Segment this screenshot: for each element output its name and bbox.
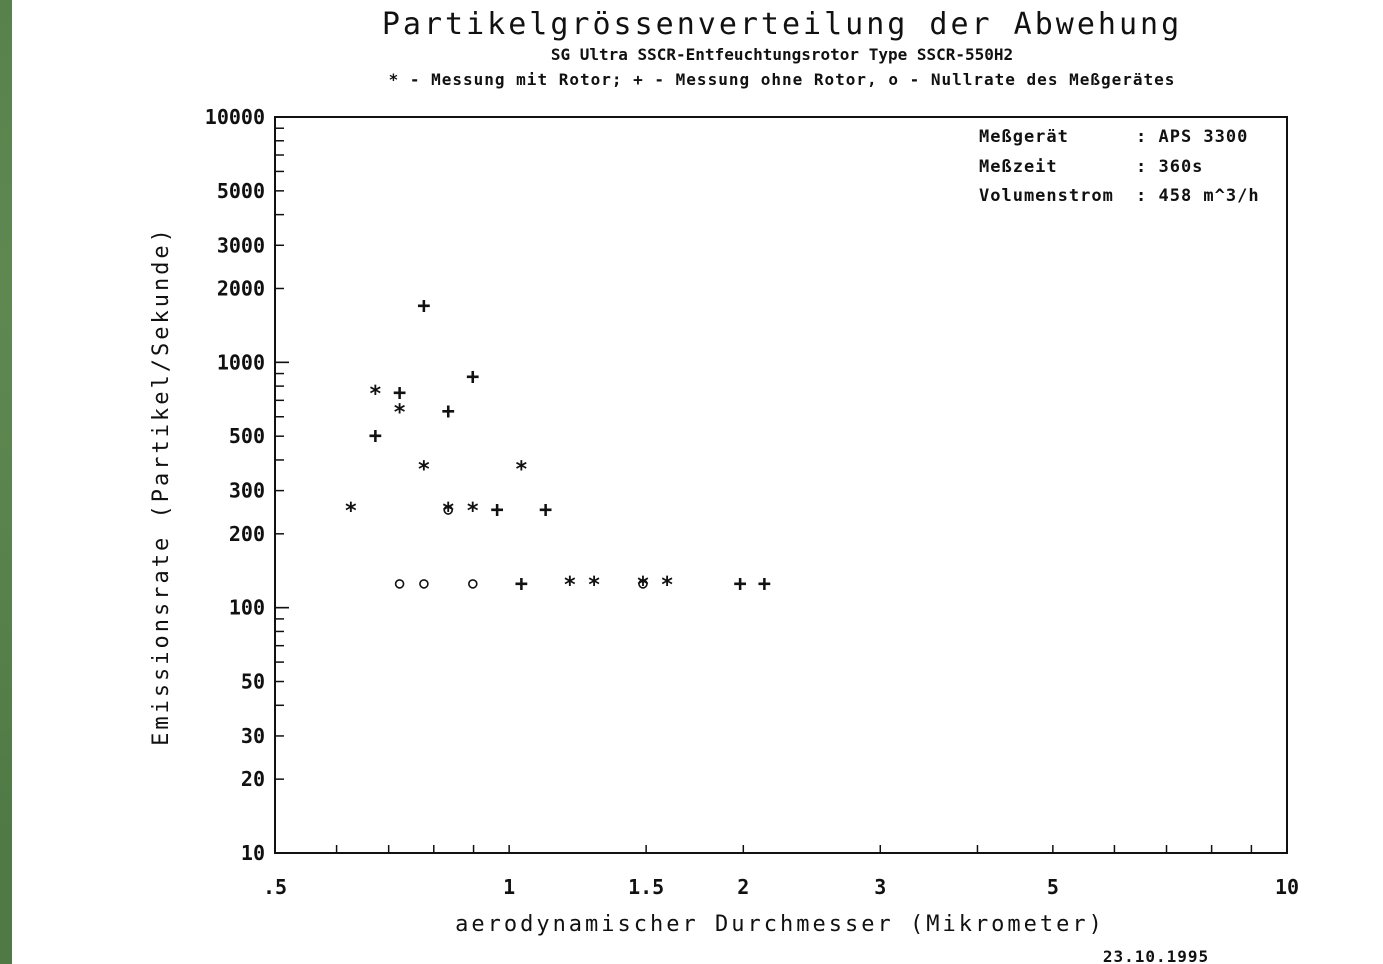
- marker-asterisk: *: [636, 573, 649, 598]
- marker-asterisk: *: [563, 573, 576, 598]
- y-tick-label: 200: [229, 522, 265, 546]
- chart-sheet: Partikelgrössenverteilung der Abwehung S…: [12, 0, 1383, 964]
- x-tick-label: 3: [874, 875, 886, 899]
- chart-legend: * - Messung mit Rotor; + - Messung ohne …: [389, 70, 1176, 89]
- info-value-0: : APS 3300: [1136, 127, 1248, 147]
- marker-asterisk: *: [588, 573, 601, 598]
- y-tick-label: 2000: [217, 276, 265, 300]
- marker-plus: +: [466, 365, 479, 390]
- x-tick-label: 2: [737, 875, 749, 899]
- marker-asterisk: *: [393, 401, 406, 426]
- marker-plus: +: [442, 400, 455, 425]
- marker-plus: +: [393, 381, 406, 406]
- y-tick-label: 3000: [217, 233, 265, 257]
- x-tick-label: 1: [503, 875, 515, 899]
- x-tick-label: 5: [1047, 875, 1059, 899]
- y-tick-label: 50: [241, 670, 265, 694]
- y-tick-label: 100: [229, 596, 265, 620]
- y-tick-label: 10000: [205, 105, 265, 129]
- marker-asterisk: *: [442, 499, 455, 524]
- y-tick-label: 5000: [217, 179, 265, 203]
- plot-axes: [274, 116, 1288, 854]
- x-tick-label: 1.5: [628, 875, 664, 899]
- marker-asterisk: *: [466, 499, 479, 524]
- info-value-2: : 458 m^3/h: [1136, 186, 1260, 206]
- y-axis-ticks: 10 20 30 50 100 200 300 500 1000 2000 3000 5000 1000…: [205, 105, 289, 865]
- info-key-1: Meßzeit: [979, 157, 1058, 177]
- marker-plus: +: [490, 498, 503, 523]
- marker-o: [468, 579, 478, 589]
- marker-plus: +: [369, 424, 382, 449]
- marker-plus: +: [417, 294, 430, 319]
- x-axis-ticks: .5 1 1.5 2 3 5 10: [263, 845, 1299, 899]
- info-box: Meßgerät : APS 3300 Meßzeit : 360s Volum…: [979, 127, 1260, 206]
- marker-asterisk: *: [515, 457, 528, 482]
- marker-asterisk: *: [660, 573, 673, 598]
- x-axis-label: aerodynamischer Durchmesser (Mikrometer): [455, 912, 1105, 937]
- info-key-0: Meßgerät: [979, 127, 1069, 147]
- marker-o: [638, 579, 648, 589]
- marker-asterisk: *: [344, 499, 357, 524]
- marker-o: [443, 505, 454, 515]
- y-tick-label: 30: [241, 724, 265, 748]
- chart-title: Partikelgrössenverteilung der Abwehung: [382, 7, 1182, 42]
- x-tick-label: 10: [1275, 875, 1299, 899]
- x-tick-label: .5: [263, 875, 287, 899]
- info-value-1: : 360s: [1136, 157, 1203, 177]
- marker-plus: +: [733, 572, 746, 597]
- chart-date: 23.10.1995: [1103, 947, 1209, 964]
- y-tick-label: 20: [241, 767, 265, 791]
- marker-asterisk: *: [417, 457, 430, 482]
- marker-o: [394, 579, 405, 589]
- y-tick-label: 300: [229, 479, 265, 503]
- y-tick-label: 500: [229, 424, 265, 448]
- scatter-plot: Partikelgrössenverteilung der Abwehung S…: [149, 7, 1299, 964]
- info-key-2: Volumenstrom: [979, 186, 1114, 206]
- y-tick-label: 1000: [217, 350, 265, 374]
- data-points: ***** *** * * *+++++++++ +: [344, 294, 771, 598]
- marker-plus: +: [539, 498, 552, 523]
- marker-plus: +: [515, 572, 528, 597]
- chart-subtitle: SG Ultra SSCR-Entfeuchtungsrotor Type SS…: [551, 45, 1013, 64]
- marker-plus: +: [758, 572, 771, 597]
- y-axis-label: Emissionsrate (Partikel/Sekunde): [149, 226, 174, 746]
- marker-asterisk: *: [369, 382, 382, 407]
- y-tick-label: 10: [241, 841, 265, 865]
- plot-frame: [274, 116, 1288, 854]
- marker-o: [419, 579, 429, 589]
